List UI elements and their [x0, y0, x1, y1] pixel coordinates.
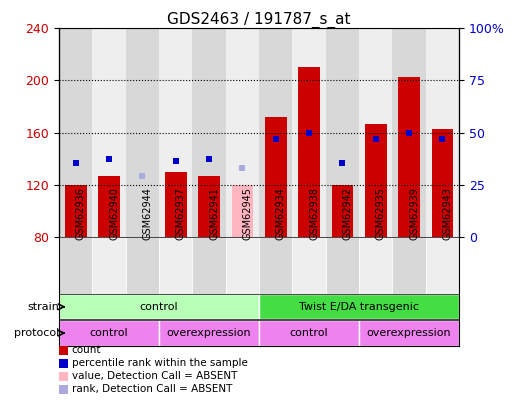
Bar — [431, 129, 453, 237]
Text: GSM62943: GSM62943 — [442, 187, 452, 240]
Text: GSM62942: GSM62942 — [343, 187, 352, 240]
Text: GSM62934: GSM62934 — [276, 187, 286, 240]
Bar — [198, 176, 220, 237]
Bar — [126, 28, 159, 237]
Bar — [92, 237, 126, 294]
Bar — [192, 237, 226, 294]
Bar — [159, 320, 259, 346]
Bar — [59, 320, 159, 346]
Text: GSM62939: GSM62939 — [409, 187, 419, 240]
Text: GSM62937: GSM62937 — [175, 187, 186, 240]
Text: protocol: protocol — [14, 328, 59, 338]
Text: control: control — [290, 328, 328, 338]
Bar — [65, 185, 87, 237]
Bar — [265, 117, 287, 237]
Bar — [359, 320, 459, 346]
Text: percentile rank within the sample: percentile rank within the sample — [72, 358, 248, 369]
Text: value, Detection Call = ABSENT: value, Detection Call = ABSENT — [72, 371, 237, 382]
Bar — [159, 237, 192, 294]
Bar — [59, 28, 92, 237]
Text: control: control — [140, 302, 179, 312]
Text: GSM62944: GSM62944 — [143, 187, 152, 240]
Text: strain: strain — [27, 302, 59, 312]
Bar — [392, 237, 426, 294]
Bar — [259, 320, 359, 346]
Bar — [126, 237, 159, 294]
Text: GSM62936: GSM62936 — [76, 187, 86, 240]
Bar — [231, 185, 253, 237]
Bar — [92, 28, 126, 237]
Text: GSM62935: GSM62935 — [376, 187, 386, 240]
Bar — [331, 185, 353, 237]
Text: GSM62945: GSM62945 — [242, 187, 252, 240]
Bar — [292, 28, 326, 237]
Bar — [359, 237, 392, 294]
Bar — [192, 28, 226, 237]
Text: GSM62938: GSM62938 — [309, 187, 319, 240]
Text: Twist E/DA transgenic: Twist E/DA transgenic — [299, 302, 419, 312]
Bar — [326, 237, 359, 294]
Bar — [298, 68, 320, 237]
Bar — [398, 77, 420, 237]
Bar — [365, 124, 387, 237]
Bar — [326, 28, 359, 237]
Text: overexpression: overexpression — [367, 328, 451, 338]
Bar — [259, 28, 292, 237]
Text: count: count — [72, 345, 102, 355]
Bar — [359, 28, 392, 237]
Bar — [226, 28, 259, 237]
Text: GSM62941: GSM62941 — [209, 187, 219, 240]
Bar — [159, 28, 192, 237]
Text: control: control — [90, 328, 128, 338]
Text: rank, Detection Call = ABSENT: rank, Detection Call = ABSENT — [72, 384, 232, 394]
Bar — [59, 294, 259, 320]
Bar — [426, 28, 459, 237]
Bar — [392, 28, 426, 237]
Bar — [165, 172, 187, 237]
Bar — [259, 237, 292, 294]
Text: overexpression: overexpression — [167, 328, 251, 338]
Bar — [226, 237, 259, 294]
Bar — [292, 237, 326, 294]
Bar — [259, 294, 459, 320]
Text: GSM62940: GSM62940 — [109, 187, 119, 240]
Bar — [426, 237, 459, 294]
Title: GDS2463 / 191787_s_at: GDS2463 / 191787_s_at — [167, 12, 351, 28]
Bar — [98, 176, 120, 237]
Bar — [59, 237, 92, 294]
